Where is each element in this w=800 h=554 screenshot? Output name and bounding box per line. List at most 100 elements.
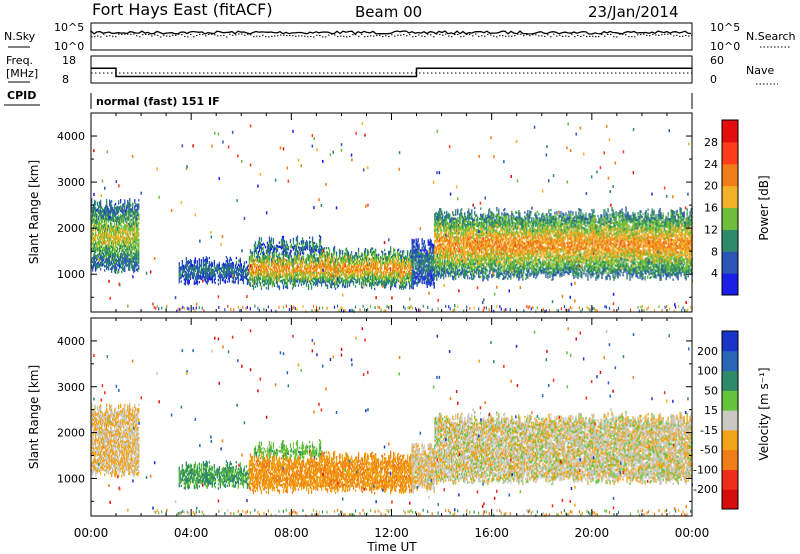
power-cell — [127, 258, 129, 261]
power-cell — [127, 222, 129, 226]
power-cell — [263, 261, 266, 264]
power-cell — [113, 219, 115, 222]
power-cell — [263, 243, 266, 247]
power-cell — [277, 272, 280, 276]
power-cell — [411, 244, 413, 248]
power-cell — [349, 274, 352, 278]
power-cell — [257, 242, 260, 246]
power-cell — [96, 246, 98, 249]
power-cell — [431, 268, 433, 271]
power-cell — [347, 266, 350, 269]
power-cell — [397, 261, 399, 265]
power-cell — [101, 264, 103, 267]
power-cell — [255, 282, 258, 286]
power-cell — [286, 243, 289, 246]
power-cell — [357, 268, 360, 271]
power-cell — [311, 236, 314, 239]
power-cell — [399, 264, 401, 267]
power-cell — [223, 269, 225, 273]
power-cell — [223, 272, 225, 275]
power-cell — [293, 277, 296, 280]
power-cell — [232, 278, 234, 282]
power-cell — [114, 222, 116, 226]
power-cell — [281, 244, 284, 247]
power-cell — [96, 215, 98, 218]
power-cell — [328, 263, 331, 266]
power-cell — [308, 248, 311, 252]
power-cell — [385, 261, 387, 264]
power-cell — [329, 285, 332, 288]
power-cell — [263, 283, 266, 287]
power-cell — [258, 272, 261, 276]
power-cell — [364, 267, 366, 270]
power-cell — [114, 268, 116, 271]
power-cell — [430, 281, 432, 284]
power-cell — [351, 265, 354, 268]
power-cell — [235, 256, 237, 260]
power-cell — [114, 212, 116, 215]
power-cell — [272, 257, 275, 261]
power-cell — [120, 263, 122, 266]
power-cell — [372, 282, 374, 286]
power-cell — [281, 265, 284, 268]
power-cell — [129, 214, 131, 218]
power-cell — [405, 284, 407, 287]
power-cell — [135, 225, 137, 229]
power-cell — [207, 273, 209, 276]
power-cell — [205, 272, 207, 276]
power-cell — [134, 244, 136, 248]
power-cell — [94, 224, 96, 227]
power-cell — [182, 268, 184, 272]
power-cell — [335, 266, 338, 269]
power-cell — [274, 262, 277, 265]
power-cell — [289, 277, 292, 281]
power-cell — [374, 258, 376, 262]
power-cell — [387, 266, 389, 269]
power-cell — [237, 276, 239, 279]
power-cell — [375, 265, 377, 268]
power-cell — [99, 213, 101, 217]
power-cell — [234, 281, 236, 284]
power-cell — [266, 270, 269, 274]
power-cell — [270, 241, 273, 244]
power-cell — [421, 277, 423, 280]
power-cell — [381, 250, 383, 253]
power-cell — [303, 265, 306, 268]
power-cell — [228, 263, 230, 266]
power-cell — [434, 261, 436, 264]
power-cell — [232, 272, 234, 276]
power-cell — [240, 273, 242, 276]
power-cell — [404, 258, 406, 262]
power-cell — [132, 219, 134, 222]
power-cell — [325, 280, 328, 283]
power-cell — [417, 252, 419, 256]
power-cell — [436, 247, 438, 250]
power-cell — [259, 252, 262, 256]
power-cell — [416, 274, 418, 277]
power-cell — [401, 283, 403, 286]
power-cell — [310, 250, 313, 253]
power-cell — [134, 236, 136, 239]
power-cell — [134, 267, 136, 270]
power-cell — [115, 259, 117, 262]
power-cell — [124, 209, 126, 212]
power-cell — [378, 278, 380, 281]
power-cell — [211, 276, 213, 280]
power-cell — [105, 219, 107, 222]
power-cell — [413, 251, 415, 254]
power-cell — [252, 262, 255, 266]
power-cell — [92, 242, 94, 245]
power-cell — [312, 260, 315, 263]
power-cell — [261, 274, 264, 278]
power-cell — [416, 284, 418, 287]
power-cell — [240, 277, 242, 281]
power-cell — [243, 263, 246, 266]
power-cell — [269, 255, 272, 259]
power-cell — [330, 281, 333, 285]
power-cell — [208, 263, 210, 266]
power-cell — [91, 237, 93, 240]
power-cell — [410, 274, 412, 278]
power-cell — [126, 204, 128, 207]
power-cell — [211, 264, 213, 267]
power-cell — [91, 248, 93, 251]
